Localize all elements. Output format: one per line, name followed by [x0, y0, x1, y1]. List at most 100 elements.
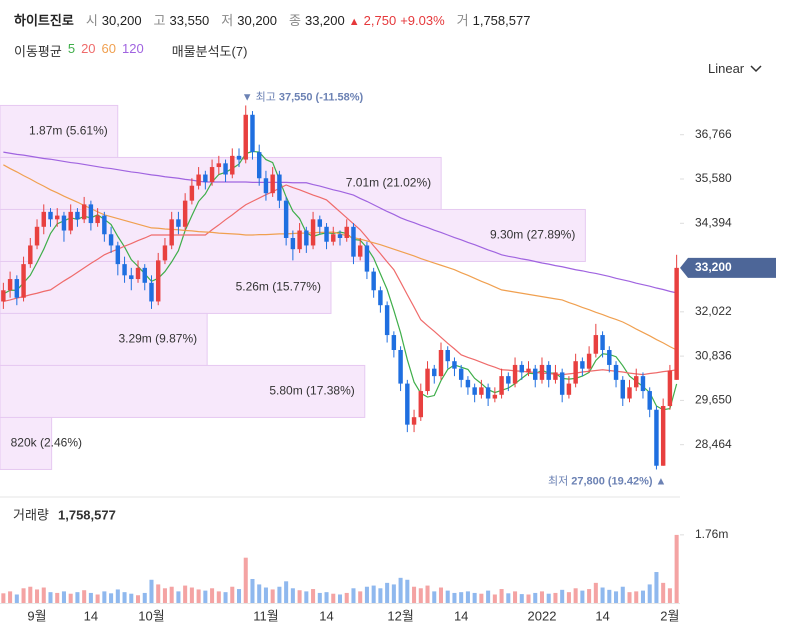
candle-body — [129, 275, 134, 280]
volume-latest: 1,758,577 — [58, 507, 116, 522]
indicator-label[interactable]: 이동평균 — [14, 44, 62, 59]
volume-bar — [156, 584, 161, 603]
field-label: 시 — [85, 13, 98, 28]
candle-body — [230, 155, 235, 175]
y-tick-label: 32,022 — [695, 304, 732, 318]
ma-legend[interactable]: 20 — [81, 41, 96, 56]
profile-label: 3.29m (9.87%) — [118, 332, 197, 346]
extreme-annotation: ▼ 최고 37,550 (-11.58%) — [242, 90, 364, 103]
annotation-part: (-11.58%) — [316, 91, 364, 103]
candle-body — [324, 226, 329, 242]
candle-body — [304, 230, 309, 246]
x-tick-label: 14 — [84, 608, 98, 623]
volume-bar — [61, 591, 66, 603]
volume-bar — [189, 587, 194, 603]
field-value: 33,200 — [304, 13, 345, 28]
candle-body — [526, 368, 531, 373]
volume-bar — [661, 582, 666, 603]
x-tick-label: 11월 — [253, 608, 278, 623]
volume-bar — [317, 592, 322, 603]
field-value: 30,200 — [101, 13, 142, 28]
y-tick-label: 28,464 — [695, 437, 732, 451]
candle-body — [81, 204, 87, 220]
candle-body — [196, 174, 201, 186]
volume-bar — [385, 582, 390, 603]
volume-bar — [486, 590, 491, 603]
scale-label: Linear — [708, 61, 745, 76]
ma-line — [3, 151, 677, 294]
candle-body — [61, 215, 67, 231]
volume-bar — [391, 584, 396, 603]
volume-bar — [492, 594, 497, 603]
y-tick-label: 29,650 — [695, 393, 732, 407]
candle-body — [445, 349, 450, 362]
volume-bar — [418, 588, 423, 603]
candle-body — [378, 290, 383, 306]
profile-band — [0, 364, 366, 418]
scale-button[interactable]: Linear — [708, 61, 762, 76]
candle-body — [75, 211, 80, 220]
candle-body — [432, 368, 437, 377]
volume-bar — [620, 586, 625, 603]
profile-label: 820k (2.46%) — [11, 436, 82, 450]
ma-legend[interactable]: 120 — [122, 41, 144, 56]
volume-bar — [176, 591, 181, 603]
volume-bar — [136, 595, 141, 603]
profile-label: 9.30m (27.89%) — [490, 228, 575, 242]
volume-bar — [196, 589, 201, 603]
candle-body — [600, 335, 605, 350]
candle-body — [634, 376, 639, 388]
candle-body — [418, 391, 424, 418]
ma-legend[interactable]: 60 — [101, 41, 117, 56]
candle-body — [331, 234, 336, 242]
ma-legend[interactable]: 5 — [67, 41, 76, 56]
candle-body — [283, 200, 289, 238]
candle-body — [654, 409, 659, 466]
annotation-part: ▼ — [242, 91, 253, 103]
volume-bar — [513, 591, 518, 603]
volume-bar — [371, 585, 376, 603]
volume-bar — [566, 592, 571, 603]
candle-body — [122, 264, 127, 276]
volume-bar — [667, 588, 672, 603]
profile-band — [0, 260, 332, 314]
candle-body — [438, 349, 444, 377]
volume-bar — [344, 592, 349, 603]
candle-body — [660, 405, 666, 466]
candle-body — [371, 271, 376, 291]
extreme-annotation: 최저 27,800 (19.42%) ▲ — [548, 474, 666, 487]
ma-line — [3, 184, 677, 376]
volume-bar — [129, 593, 134, 603]
volume-bar — [378, 588, 383, 603]
volume-bar — [28, 586, 33, 603]
candle-body — [55, 215, 60, 220]
volume-bar — [162, 588, 167, 603]
candle-body — [573, 361, 578, 384]
y-tick-label: 35,580 — [695, 171, 732, 185]
field-label: 종 — [289, 13, 301, 28]
volume-bar — [580, 590, 585, 603]
candle-body — [613, 364, 619, 380]
profile-toggle[interactable]: 매물분석도(7) — [171, 44, 248, 59]
x-tick-label: 2월 — [660, 608, 679, 623]
candle-body — [108, 234, 114, 246]
volume-bar — [236, 589, 242, 603]
volume-bar — [331, 593, 336, 603]
change-sign: ▲ — [348, 16, 360, 28]
candle-body — [223, 163, 228, 175]
price-tag — [680, 257, 776, 278]
volume-bar — [1, 593, 6, 603]
volume-bar — [270, 589, 275, 603]
volume-bar — [250, 578, 255, 603]
volume-bar — [304, 591, 309, 603]
candle-body — [566, 383, 572, 395]
volume-bar — [102, 591, 107, 603]
change: 2,750 — [363, 13, 397, 28]
candle-body — [135, 267, 141, 280]
change-pct: +9.03% — [400, 13, 445, 28]
volume-bar — [587, 589, 592, 603]
annotation-part: 37,550 — [279, 91, 313, 103]
candle-body — [479, 387, 484, 395]
profile-band — [0, 104, 119, 158]
